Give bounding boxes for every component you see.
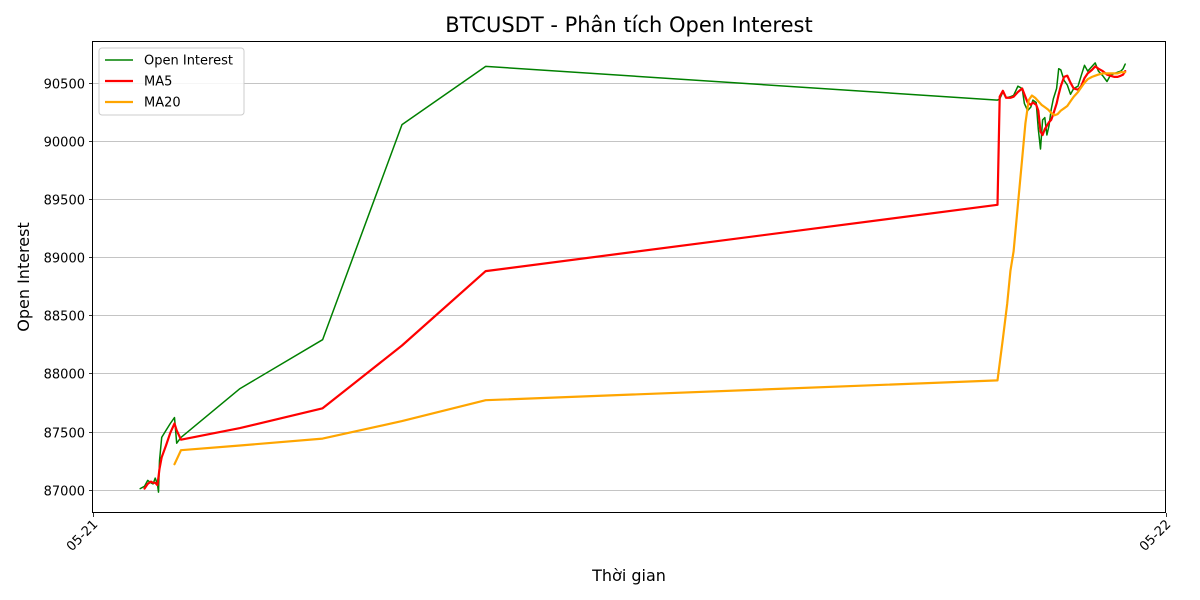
legend-box [98, 47, 245, 116]
y-tick-label: 89000 [44, 252, 85, 267]
y-axis-label: Open Interest [14, 222, 33, 331]
series-lines [139, 62, 1127, 493]
legend: Open Interest MA5 MA20 [98, 47, 245, 116]
chart-title: BTCUSDT - Phân tích Open Interest [445, 13, 812, 37]
y-tick-label: 88500 [44, 310, 85, 325]
series-line-3 [173, 71, 1127, 466]
y-tick-label: 87500 [44, 427, 85, 442]
plot-frame [92, 41, 1166, 513]
y-tick-label: 89500 [44, 194, 85, 209]
series-line-2 [143, 65, 1127, 490]
y-tick-label: 88000 [44, 368, 85, 383]
y-tick-label: 90500 [44, 78, 85, 93]
legend-label: MA20 [144, 96, 181, 111]
legend-label: Open Interest [144, 54, 233, 69]
x-axis-label: Thời gian [591, 566, 666, 585]
y-tick-label: 87000 [44, 485, 85, 500]
y-tick-label: 90000 [44, 136, 85, 151]
legend-label: MA5 [144, 75, 172, 90]
series-line-1 [139, 62, 1126, 493]
y-axis-ticks: 87000 87500 88000 88500 89000 89500 90000 90500 [44, 78, 93, 500]
grid-lines [93, 83, 1166, 491]
